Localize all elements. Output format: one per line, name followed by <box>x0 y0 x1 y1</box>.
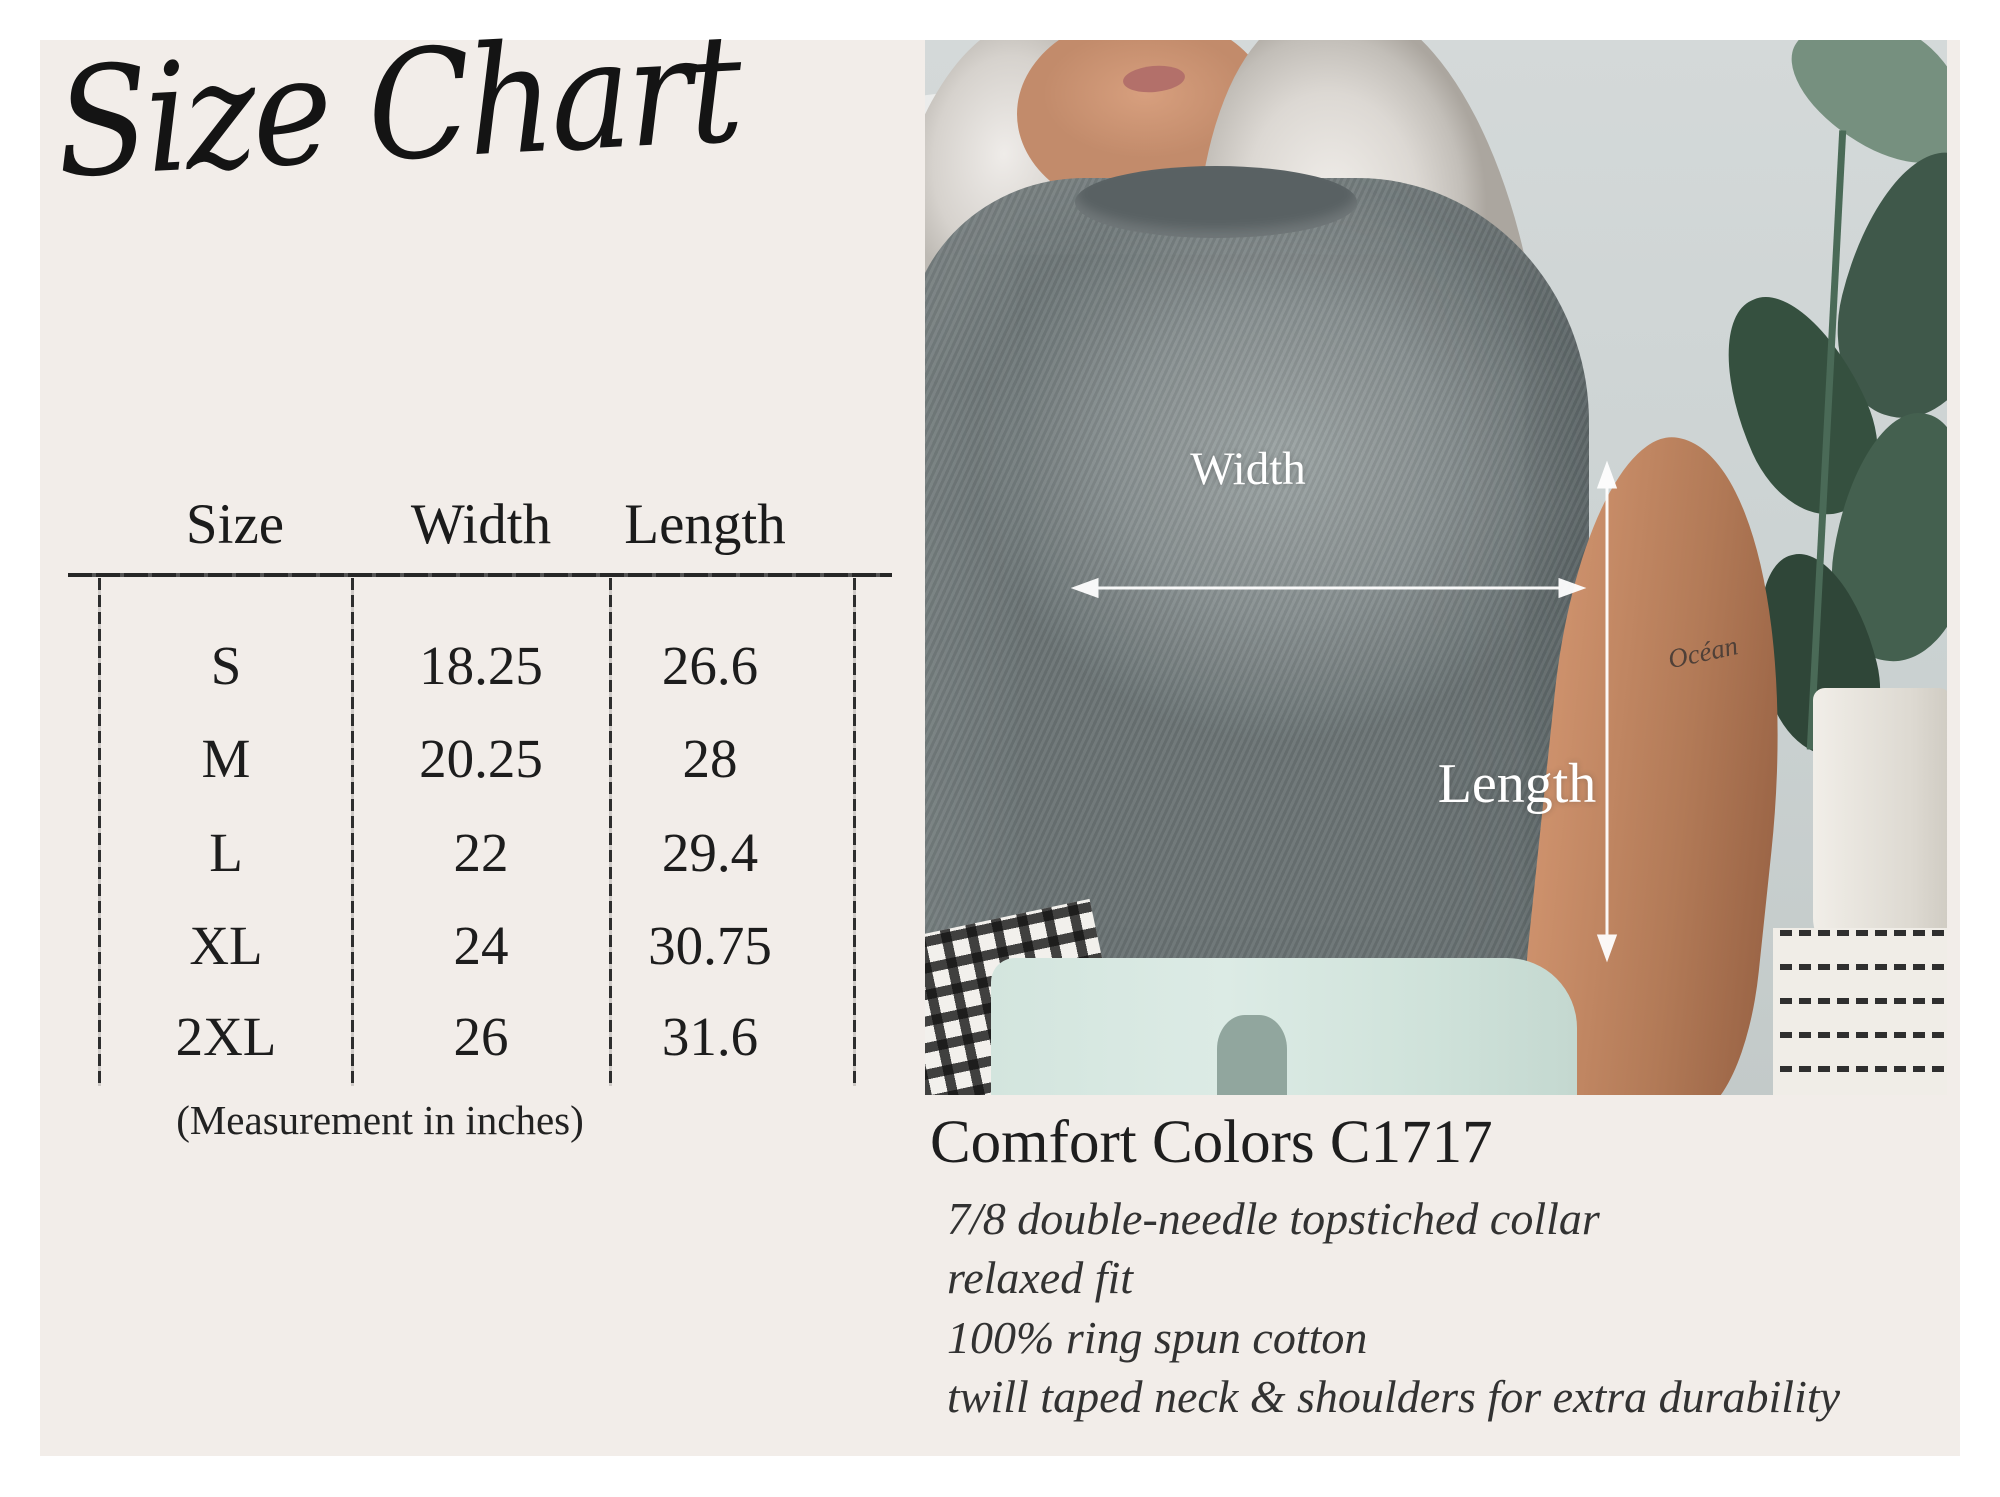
striped-pillow <box>1773 928 1947 1095</box>
table-cell: 2XL <box>175 1006 277 1067</box>
table-cell: 20.25 <box>419 728 543 789</box>
product-feature: twill taped neck & shoulders for extra d… <box>947 1371 1841 1422</box>
product-name: Comfort Colors C1717 <box>930 1109 1493 1176</box>
width-label: Width <box>1190 443 1306 495</box>
table-cell: 26 <box>453 1006 509 1067</box>
table-cell: 22 <box>453 822 509 883</box>
jeans-shadow <box>1217 1015 1287 1095</box>
table-cell: XL <box>189 915 263 976</box>
plant-pot <box>1813 688 1947 960</box>
table-cell: S <box>210 635 242 696</box>
tshirt-collar <box>1075 166 1357 238</box>
table-cell: 28 <box>682 728 738 789</box>
table-cell: 26.6 <box>661 635 759 696</box>
measurement-arrows <box>1070 460 1618 963</box>
table-cell: M <box>201 728 251 789</box>
table-cell: 31.6 <box>661 1006 759 1067</box>
length-label: Length <box>1437 753 1597 815</box>
table-cell: 29.4 <box>661 822 759 883</box>
product-photo: Océan Width Length <box>925 40 1947 1095</box>
table-cell: 30.75 <box>648 915 772 976</box>
table-divider <box>98 578 101 1086</box>
table-cell: 18.25 <box>419 635 543 696</box>
tshirt <box>925 178 1589 1095</box>
product-feature: 7/8 double-needle topstiched collar <box>947 1193 1600 1244</box>
table-divider <box>609 578 612 1086</box>
measurement-note: (Measurement in inches) <box>176 1097 584 1143</box>
table-divider <box>853 578 856 1086</box>
table-cell: 24 <box>453 915 509 976</box>
table-cell: L <box>209 822 243 883</box>
column-header-size: Size <box>185 493 285 556</box>
column-header-length: Length <box>624 493 786 556</box>
product-feature: 100% ring spun cotton <box>947 1312 1368 1363</box>
table-divider <box>351 578 354 1086</box>
column-header-width: Width <box>410 493 552 556</box>
product-feature: relaxed fit <box>947 1252 1134 1303</box>
table-top-rule <box>68 573 892 577</box>
